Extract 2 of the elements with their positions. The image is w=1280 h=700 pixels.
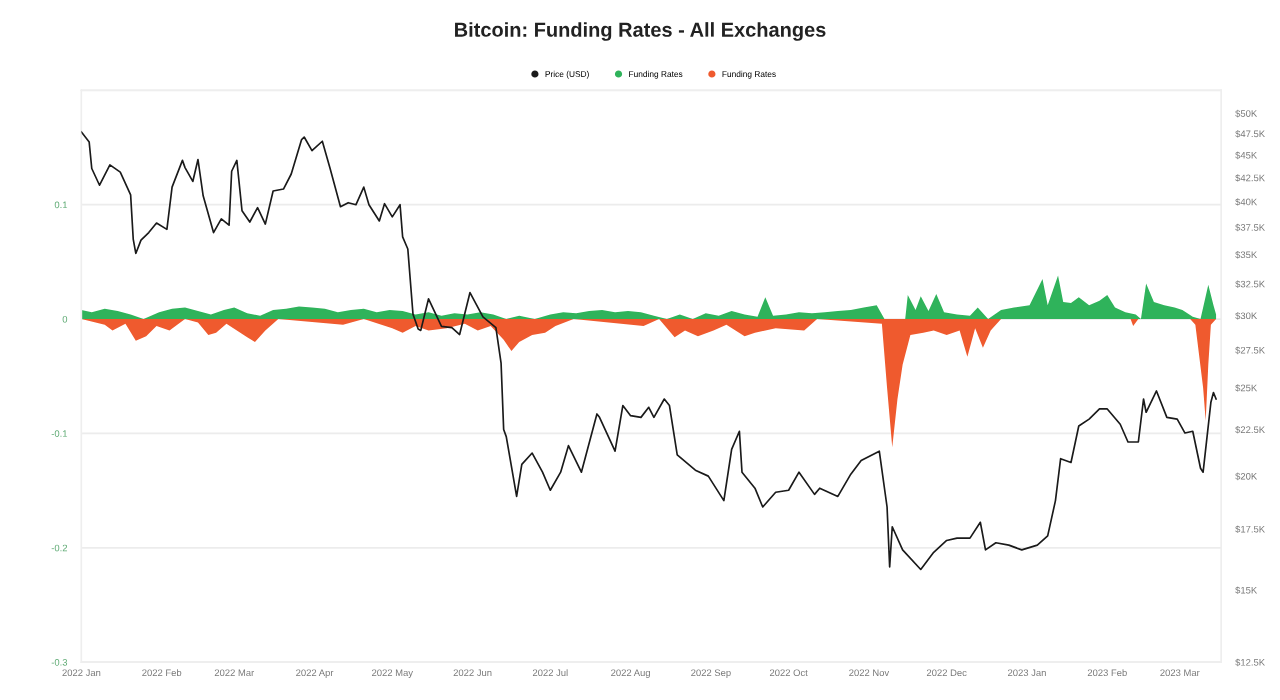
line-series [81,131,1217,571]
chart-title: Bitcoin: Funding Rates - All Exchanges [455,22,826,41]
